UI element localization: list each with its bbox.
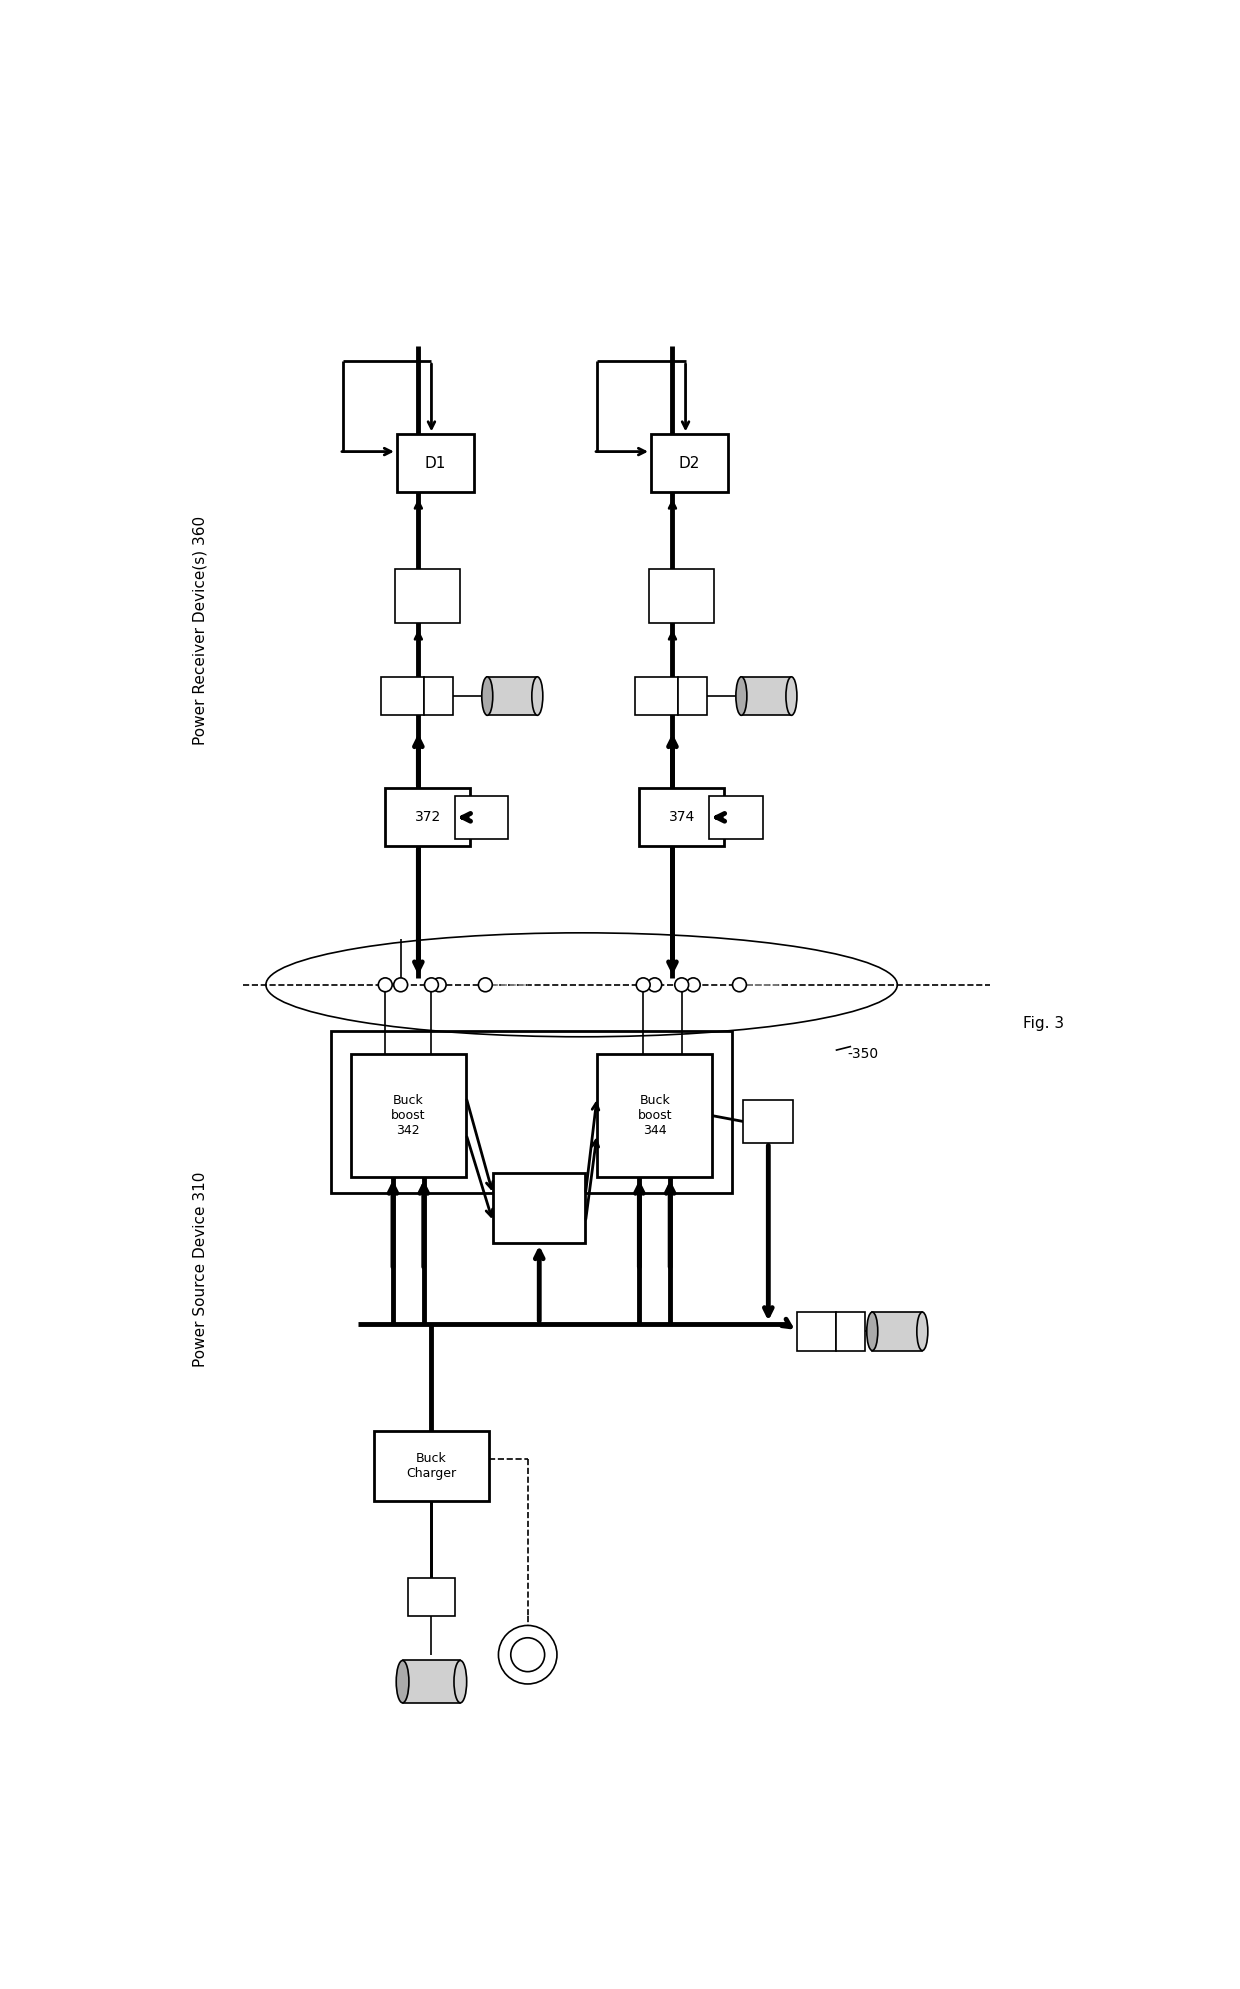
Ellipse shape bbox=[482, 676, 492, 716]
Circle shape bbox=[511, 1637, 544, 1671]
Text: Fig. 3: Fig. 3 bbox=[1023, 1016, 1064, 1030]
Ellipse shape bbox=[454, 1661, 466, 1703]
Bar bbox=[742, 676, 791, 716]
Bar bbox=[797, 1313, 836, 1351]
Bar bbox=[836, 1313, 866, 1351]
Text: Buck
boost
342: Buck boost 342 bbox=[391, 1094, 425, 1138]
Ellipse shape bbox=[786, 676, 797, 716]
Text: Buck
Charger: Buck Charger bbox=[407, 1452, 456, 1480]
Text: Power Source Device 310: Power Source Device 310 bbox=[193, 1172, 208, 1366]
Circle shape bbox=[479, 979, 492, 993]
Bar bbox=[635, 676, 678, 716]
Circle shape bbox=[686, 979, 701, 993]
Bar bbox=[494, 1174, 585, 1243]
Circle shape bbox=[733, 979, 746, 993]
Text: Buck
boost
344: Buck boost 344 bbox=[637, 1094, 672, 1138]
Ellipse shape bbox=[916, 1313, 928, 1351]
Bar bbox=[394, 569, 460, 623]
Bar bbox=[373, 1432, 490, 1502]
Bar bbox=[397, 434, 474, 491]
Ellipse shape bbox=[867, 1313, 878, 1351]
Bar bbox=[455, 796, 508, 839]
Circle shape bbox=[498, 1625, 557, 1685]
Bar bbox=[649, 569, 714, 623]
Text: D2: D2 bbox=[678, 455, 701, 471]
Ellipse shape bbox=[397, 1661, 409, 1703]
Circle shape bbox=[675, 979, 688, 993]
Bar bbox=[382, 676, 424, 716]
Bar bbox=[403, 1661, 460, 1703]
Circle shape bbox=[636, 979, 650, 993]
Circle shape bbox=[433, 979, 446, 993]
Circle shape bbox=[378, 979, 392, 993]
Text: D1: D1 bbox=[424, 455, 446, 471]
Bar bbox=[872, 1313, 923, 1351]
Text: -350: -350 bbox=[847, 1046, 878, 1060]
Bar bbox=[678, 676, 707, 716]
Text: 372: 372 bbox=[414, 810, 440, 823]
Text: 374: 374 bbox=[668, 810, 694, 823]
Bar bbox=[640, 788, 724, 845]
Bar bbox=[743, 1100, 794, 1142]
Circle shape bbox=[424, 979, 439, 993]
Circle shape bbox=[394, 979, 408, 993]
Bar bbox=[424, 676, 453, 716]
Circle shape bbox=[647, 979, 662, 993]
Bar bbox=[596, 1054, 713, 1177]
Bar bbox=[708, 796, 763, 839]
Ellipse shape bbox=[735, 676, 746, 716]
Ellipse shape bbox=[532, 676, 543, 716]
Bar bbox=[651, 434, 728, 491]
Bar bbox=[331, 1030, 732, 1193]
Bar bbox=[386, 788, 470, 845]
Bar bbox=[487, 676, 537, 716]
Bar bbox=[351, 1054, 466, 1177]
Text: Power Receiver Device(s) 360: Power Receiver Device(s) 360 bbox=[193, 515, 208, 746]
Bar bbox=[408, 1577, 455, 1617]
